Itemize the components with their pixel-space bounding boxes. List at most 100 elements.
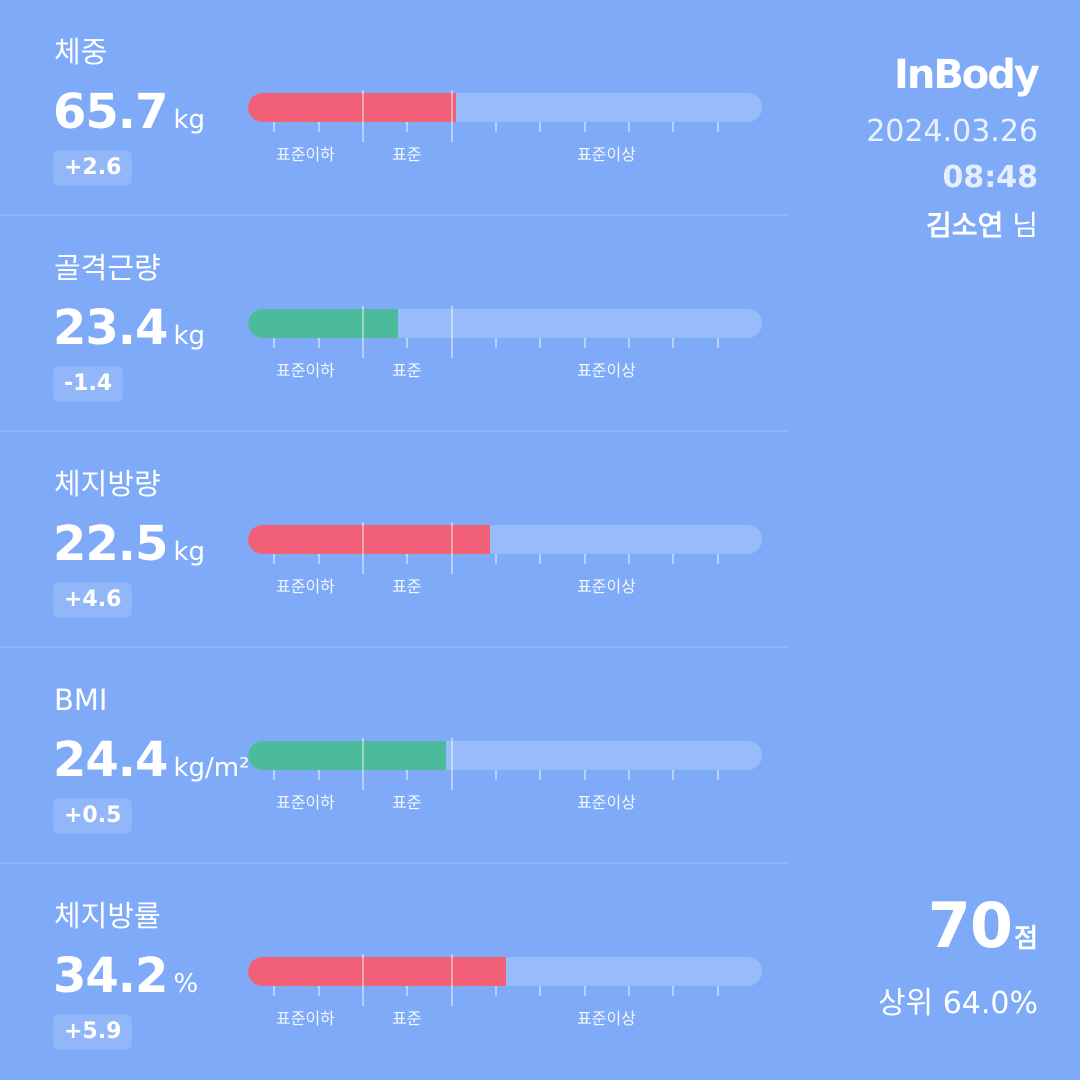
metric-value: 24.4 bbox=[53, 732, 168, 788]
score-rank: 상위 64.0% bbox=[877, 986, 1038, 1021]
metric-label: BMI bbox=[54, 683, 108, 717]
scale-tick bbox=[584, 554, 586, 564]
scale-tick bbox=[717, 554, 719, 564]
scale-tick bbox=[539, 770, 541, 780]
metric-delta-badge: +0.5 bbox=[53, 798, 133, 834]
scale-tick bbox=[495, 122, 497, 132]
range-label-below: 표준이하 bbox=[276, 361, 335, 380]
scale-tick bbox=[273, 770, 275, 780]
metric-label: 체중 bbox=[54, 35, 108, 69]
range-label-below: 표준이하 bbox=[276, 145, 335, 164]
score-unit: 점 bbox=[1014, 924, 1038, 954]
scale-boundary-lower bbox=[362, 954, 364, 1006]
scale-tick bbox=[672, 770, 674, 780]
metric-label: 체지방률 bbox=[54, 899, 161, 933]
user-honorific: 님 bbox=[1012, 209, 1038, 242]
scale-tick bbox=[318, 986, 320, 996]
scale-tick bbox=[406, 986, 408, 996]
metric-label: 체지방량 bbox=[54, 467, 161, 501]
scale-tick bbox=[318, 554, 320, 564]
scale-tick bbox=[672, 554, 674, 564]
scale-tick bbox=[273, 554, 275, 564]
user-greeting: 김소연 님 bbox=[926, 206, 1038, 246]
scale-tick bbox=[539, 554, 541, 564]
metric-range-bar bbox=[248, 525, 762, 554]
scale-boundary-upper bbox=[451, 90, 453, 142]
scale-tick bbox=[406, 338, 408, 348]
metric-unit: kg bbox=[173, 321, 205, 351]
range-label-below: 표준이하 bbox=[276, 793, 335, 812]
range-label-below: 표준이하 bbox=[276, 577, 335, 596]
metric-value-row: 23.4 kg bbox=[53, 298, 205, 369]
metric-value-row: 34.2% bbox=[53, 946, 198, 1017]
metric-bar-fill bbox=[248, 93, 457, 122]
range-label-standard: 표준 bbox=[392, 145, 422, 164]
scale-tick bbox=[406, 554, 408, 564]
metric-unit: kg bbox=[173, 537, 205, 567]
scale-tick bbox=[628, 338, 630, 348]
measurement-time: 08:48 bbox=[942, 160, 1039, 195]
range-label-above: 표준이상 bbox=[577, 793, 636, 812]
scale-tick bbox=[628, 122, 630, 132]
scale-tick bbox=[406, 122, 408, 132]
range-label-above: 표준이상 bbox=[577, 361, 636, 380]
scale-tick bbox=[584, 986, 586, 996]
range-label-above: 표준이상 bbox=[577, 145, 636, 164]
score-value: 70 bbox=[927, 889, 1013, 962]
metric-delta-badge: +5.9 bbox=[53, 1014, 133, 1050]
metric-delta-badge: -1.4 bbox=[53, 366, 124, 402]
scale-tick bbox=[495, 338, 497, 348]
metric-value-row: 24.4 kg/m² bbox=[53, 730, 250, 801]
user-name: 김소연 bbox=[926, 209, 1004, 242]
scale-tick bbox=[495, 770, 497, 780]
range-label-standard: 표준 bbox=[392, 361, 422, 380]
metric-range-bar bbox=[248, 957, 762, 986]
metric-bar-fill bbox=[248, 957, 507, 986]
scale-tick bbox=[539, 338, 541, 348]
scale-tick bbox=[273, 986, 275, 996]
range-label-standard: 표준 bbox=[392, 577, 422, 596]
scale-boundary-lower bbox=[362, 522, 364, 574]
metric-value-row: 65.7 kg bbox=[53, 82, 205, 153]
metric-bar-fill bbox=[248, 525, 491, 554]
metric-row-body-fat-percent: 체지방률 34.2% +5.9 표준이하 표준 표준이상 bbox=[0, 864, 788, 1080]
scale-boundary-lower bbox=[362, 90, 364, 142]
scale-tick bbox=[584, 122, 586, 132]
metric-range-bar bbox=[248, 741, 762, 770]
metric-row-body-fat-mass: 체지방량 22.5 kg +4.6 표준이하 표준 표준이상 bbox=[0, 432, 788, 648]
scale-tick bbox=[539, 986, 541, 996]
measurement-date: 2024.03.26 bbox=[866, 114, 1038, 149]
scale-tick bbox=[495, 986, 497, 996]
scale-boundary-upper bbox=[451, 954, 453, 1006]
metric-bar-fill bbox=[248, 309, 399, 338]
scale-tick bbox=[672, 338, 674, 348]
metric-row-skeletal-muscle: 골격근량 23.4 kg -1.4 표준이하 표준 표준이상 bbox=[0, 216, 788, 432]
metric-unit: kg bbox=[173, 105, 205, 135]
scale-tick bbox=[318, 338, 320, 348]
scale-tick bbox=[628, 554, 630, 564]
range-label-above: 표준이상 bbox=[577, 577, 636, 596]
scale-tick bbox=[717, 770, 719, 780]
metric-unit: % bbox=[173, 969, 199, 999]
scale-tick bbox=[717, 122, 719, 132]
scale-tick bbox=[672, 122, 674, 132]
range-label-standard: 표준 bbox=[392, 1009, 422, 1028]
metric-row-weight: 체중 65.7 kg +2.6 표준이하 표준 표준이상 bbox=[0, 0, 788, 216]
metric-range-bar bbox=[248, 93, 762, 122]
scale-tick bbox=[495, 554, 497, 564]
metric-value: 65.7 bbox=[53, 84, 168, 140]
metric-label: 골격근량 bbox=[54, 251, 161, 285]
scale-boundary-upper bbox=[451, 522, 453, 574]
range-label-standard: 표준 bbox=[392, 793, 422, 812]
metric-value: 22.5 bbox=[53, 516, 168, 572]
metric-value: 34.2 bbox=[53, 948, 168, 1004]
scale-tick bbox=[273, 122, 275, 132]
scale-tick bbox=[717, 338, 719, 348]
metric-delta-badge: +2.6 bbox=[53, 150, 133, 186]
scale-tick bbox=[318, 122, 320, 132]
scale-tick bbox=[584, 338, 586, 348]
scale-tick bbox=[539, 122, 541, 132]
inbody-score: 70점 bbox=[928, 886, 1038, 982]
range-label-above: 표준이상 bbox=[577, 1009, 636, 1028]
metric-delta-badge: +4.6 bbox=[53, 582, 133, 618]
